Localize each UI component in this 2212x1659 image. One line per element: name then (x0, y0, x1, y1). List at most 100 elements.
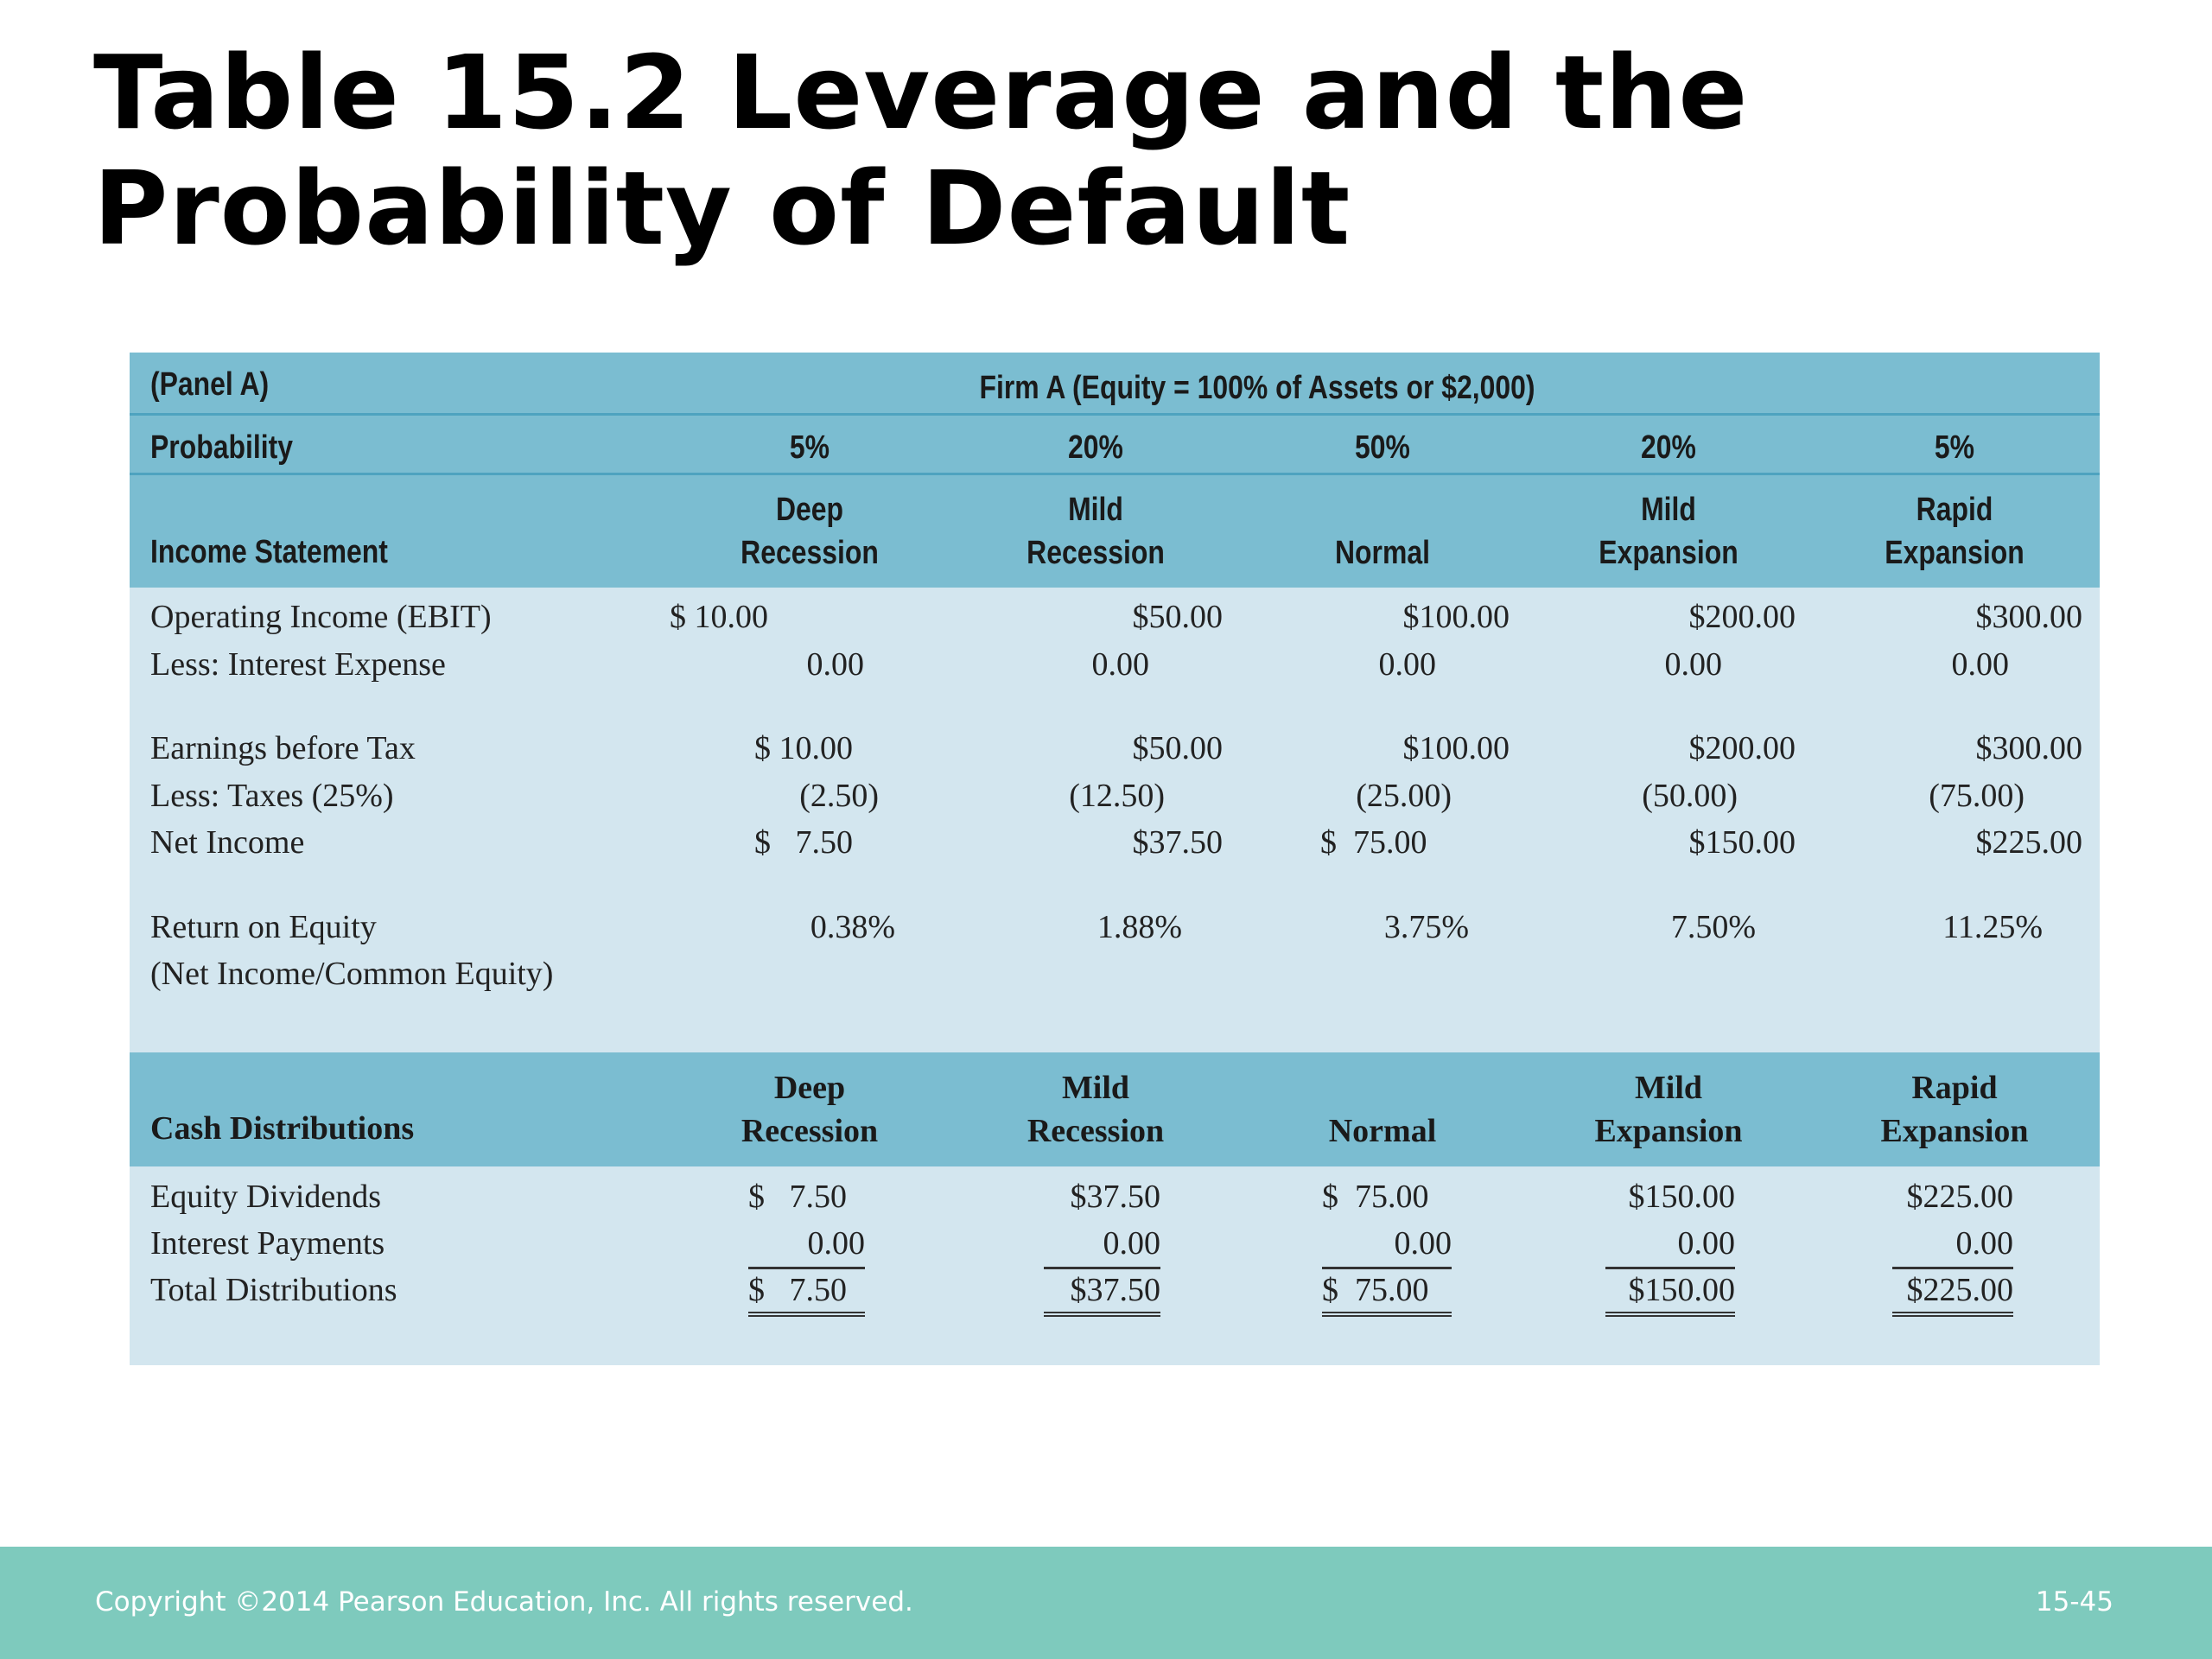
ebt-normal: $100.00 (1402, 730, 1510, 766)
scenario-line1: Deep (775, 492, 844, 528)
row-label-total-distributions: Total Distributions (150, 1272, 397, 1308)
slide-title: Table 15.2 Leverage and the Probability … (93, 35, 2081, 266)
taxes-deep-recession: (2.50) (799, 778, 879, 814)
scenario-line2: Expansion (1599, 535, 1738, 571)
ebit-mild-recession: $50.00 (1132, 599, 1224, 635)
firm-title: Firm A (Equity = 100% of Assets or $2,00… (979, 370, 1535, 406)
dividends-mild-recession: $37.50 (1070, 1179, 1161, 1215)
total-deep-recession: $ 7.50 (748, 1268, 865, 1317)
row-label-interest-payments: Interest Payments (150, 1225, 385, 1262)
ebt-rapid-expansion: $300.00 (1975, 730, 2083, 766)
scenario-line1: Rapid (1916, 492, 1993, 528)
probability-mild-expansion: 20% (1641, 429, 1696, 466)
ebt-deep-recession: $ 10.00 (754, 730, 853, 766)
taxes-rapid-expansion: (75.00) (1929, 778, 2024, 814)
taxes-mild-recession: (12.50) (1069, 778, 1165, 814)
scenario-line2: Recession (1027, 1113, 1165, 1149)
roe-deep-recession: 0.38% (810, 909, 895, 945)
row-sublabel-roe: (Net Income/Common Equity) (150, 956, 554, 992)
row-label-ebit: Operating Income (EBIT) (150, 599, 492, 635)
interest-mild-expansion: 0.00 (1664, 646, 1723, 683)
interest-payments-normal: 0.00 (1322, 1222, 1452, 1269)
interest-payments-mild-expansion: 0.00 (1605, 1222, 1735, 1269)
cash-scenario-rapid-expansion: Rapid Expansion (1825, 1066, 2084, 1153)
cash-scenario-deep-recession: Deep Recession (680, 1066, 939, 1153)
scenario-line2: Normal (1335, 535, 1430, 571)
title-line-2: Probability of Default (93, 149, 1351, 268)
probability-label: Probability (150, 429, 293, 466)
copyright-text: Copyright ©2014 Pearson Education, Inc. … (95, 1586, 913, 1618)
scenario-line1: Mild (1068, 492, 1123, 528)
scenario-line2: Expansion (1594, 1113, 1743, 1149)
net-income-mild-recession: $37.50 (1132, 824, 1224, 861)
page-number: 15-45 (2035, 1586, 2113, 1618)
cash-scenario-normal: Normal (1253, 1066, 1512, 1153)
interest-payments-mild-recession: 0.00 (1044, 1222, 1160, 1269)
ebit-deep-recession: $ 10.00 (670, 599, 768, 635)
probability-mild-recession: 20% (1068, 429, 1123, 466)
probability-deep-recession: 5% (789, 429, 830, 466)
scenario-header-mild-recession: Mild Recession (1001, 488, 1190, 575)
interest-payments-rapid-expansion: 0.00 (1892, 1222, 2013, 1269)
title-line-1: Table 15.2 Leverage and the (93, 33, 1749, 152)
row-label-roe: Return on Equity (150, 909, 377, 945)
roe-rapid-expansion: 11.25% (1942, 909, 2043, 945)
scenario-line2: Recession (741, 1113, 879, 1149)
cash-distributions-label: Cash Distributions (150, 1110, 415, 1147)
taxes-mild-expansion: (50.00) (1642, 778, 1738, 814)
net-income-deep-recession: $ 7.50 (754, 824, 853, 861)
scenario-line1: Deep (773, 1070, 846, 1106)
total-mild-expansion: $150.00 (1605, 1268, 1735, 1317)
dividends-deep-recession: $ 7.50 (748, 1179, 847, 1215)
roe-mild-expansion: 7.50% (1670, 909, 1756, 945)
total-mild-recession: $37.50 (1044, 1268, 1160, 1317)
total-normal: $ 75.00 (1322, 1268, 1452, 1317)
leverage-table: (Panel A) Firm A (Equity = 100% of Asset… (130, 353, 2100, 1365)
scenario-line1: Mild (1634, 1070, 1703, 1106)
scenario-line1: Rapid (1911, 1070, 1998, 1106)
roe-mild-recession: 1.88% (1096, 909, 1182, 945)
scenario-line1: Mild (1061, 1070, 1130, 1106)
net-income-rapid-expansion: $225.00 (1975, 824, 2083, 861)
scenario-line2: Recession (741, 535, 879, 571)
cash-scenario-mild-recession: Mild Recession (966, 1066, 1225, 1153)
panel-header-band (130, 353, 2100, 416)
scenario-header-normal: Normal (1288, 488, 1477, 575)
scenario-line2: Recession (1027, 535, 1165, 571)
row-label-interest: Less: Interest Expense (150, 646, 446, 683)
row-label-taxes: Less: Taxes (25%) (150, 778, 394, 814)
scenario-line1: Mild (1641, 492, 1696, 528)
net-income-normal: $ 75.00 (1320, 824, 1427, 861)
interest-deep-recession: 0.00 (806, 646, 865, 683)
roe-normal: 3.75% (1383, 909, 1469, 945)
ebit-rapid-expansion: $300.00 (1975, 599, 2083, 635)
total-rapid-expansion: $225.00 (1892, 1268, 2013, 1317)
interest-mild-recession: 0.00 (1091, 646, 1150, 683)
dividends-rapid-expansion: $225.00 (1906, 1179, 2014, 1215)
net-income-mild-expansion: $150.00 (1688, 824, 1796, 861)
row-label-dividends: Equity Dividends (150, 1179, 382, 1215)
probability-normal: 50% (1355, 429, 1410, 466)
scenario-line2: Normal (1328, 1113, 1437, 1149)
income-statement-label: Income Statement (150, 534, 388, 570)
cash-distributions-header-band (130, 1052, 2100, 1166)
ebit-normal: $100.00 (1402, 599, 1510, 635)
ebt-mild-expansion: $200.00 (1688, 730, 1796, 766)
income-statement-header-band (130, 475, 2100, 588)
interest-rapid-expansion: 0.00 (1951, 646, 2010, 683)
scenario-line2: Expansion (1880, 1113, 2029, 1149)
ebt-mild-recession: $50.00 (1132, 730, 1224, 766)
interest-payments-deep-recession: 0.00 (748, 1222, 865, 1269)
dividends-normal: $ 75.00 (1322, 1179, 1429, 1215)
dividends-mild-expansion: $150.00 (1628, 1179, 1736, 1215)
scenario-line2: Expansion (1885, 535, 2024, 571)
row-label-ebt: Earnings before Tax (150, 730, 416, 766)
ebit-mild-expansion: $200.00 (1688, 599, 1796, 635)
taxes-normal: (25.00) (1356, 778, 1452, 814)
probability-rapid-expansion: 5% (1934, 429, 1975, 466)
cash-scenario-mild-expansion: Mild Expansion (1539, 1066, 1798, 1153)
scenario-header-rapid-expansion: Rapid Expansion (1860, 488, 2049, 575)
scenario-header-deep-recession: Deep Recession (715, 488, 904, 575)
footer-bar (0, 1547, 2212, 1659)
row-label-net-income: Net Income (150, 824, 305, 861)
